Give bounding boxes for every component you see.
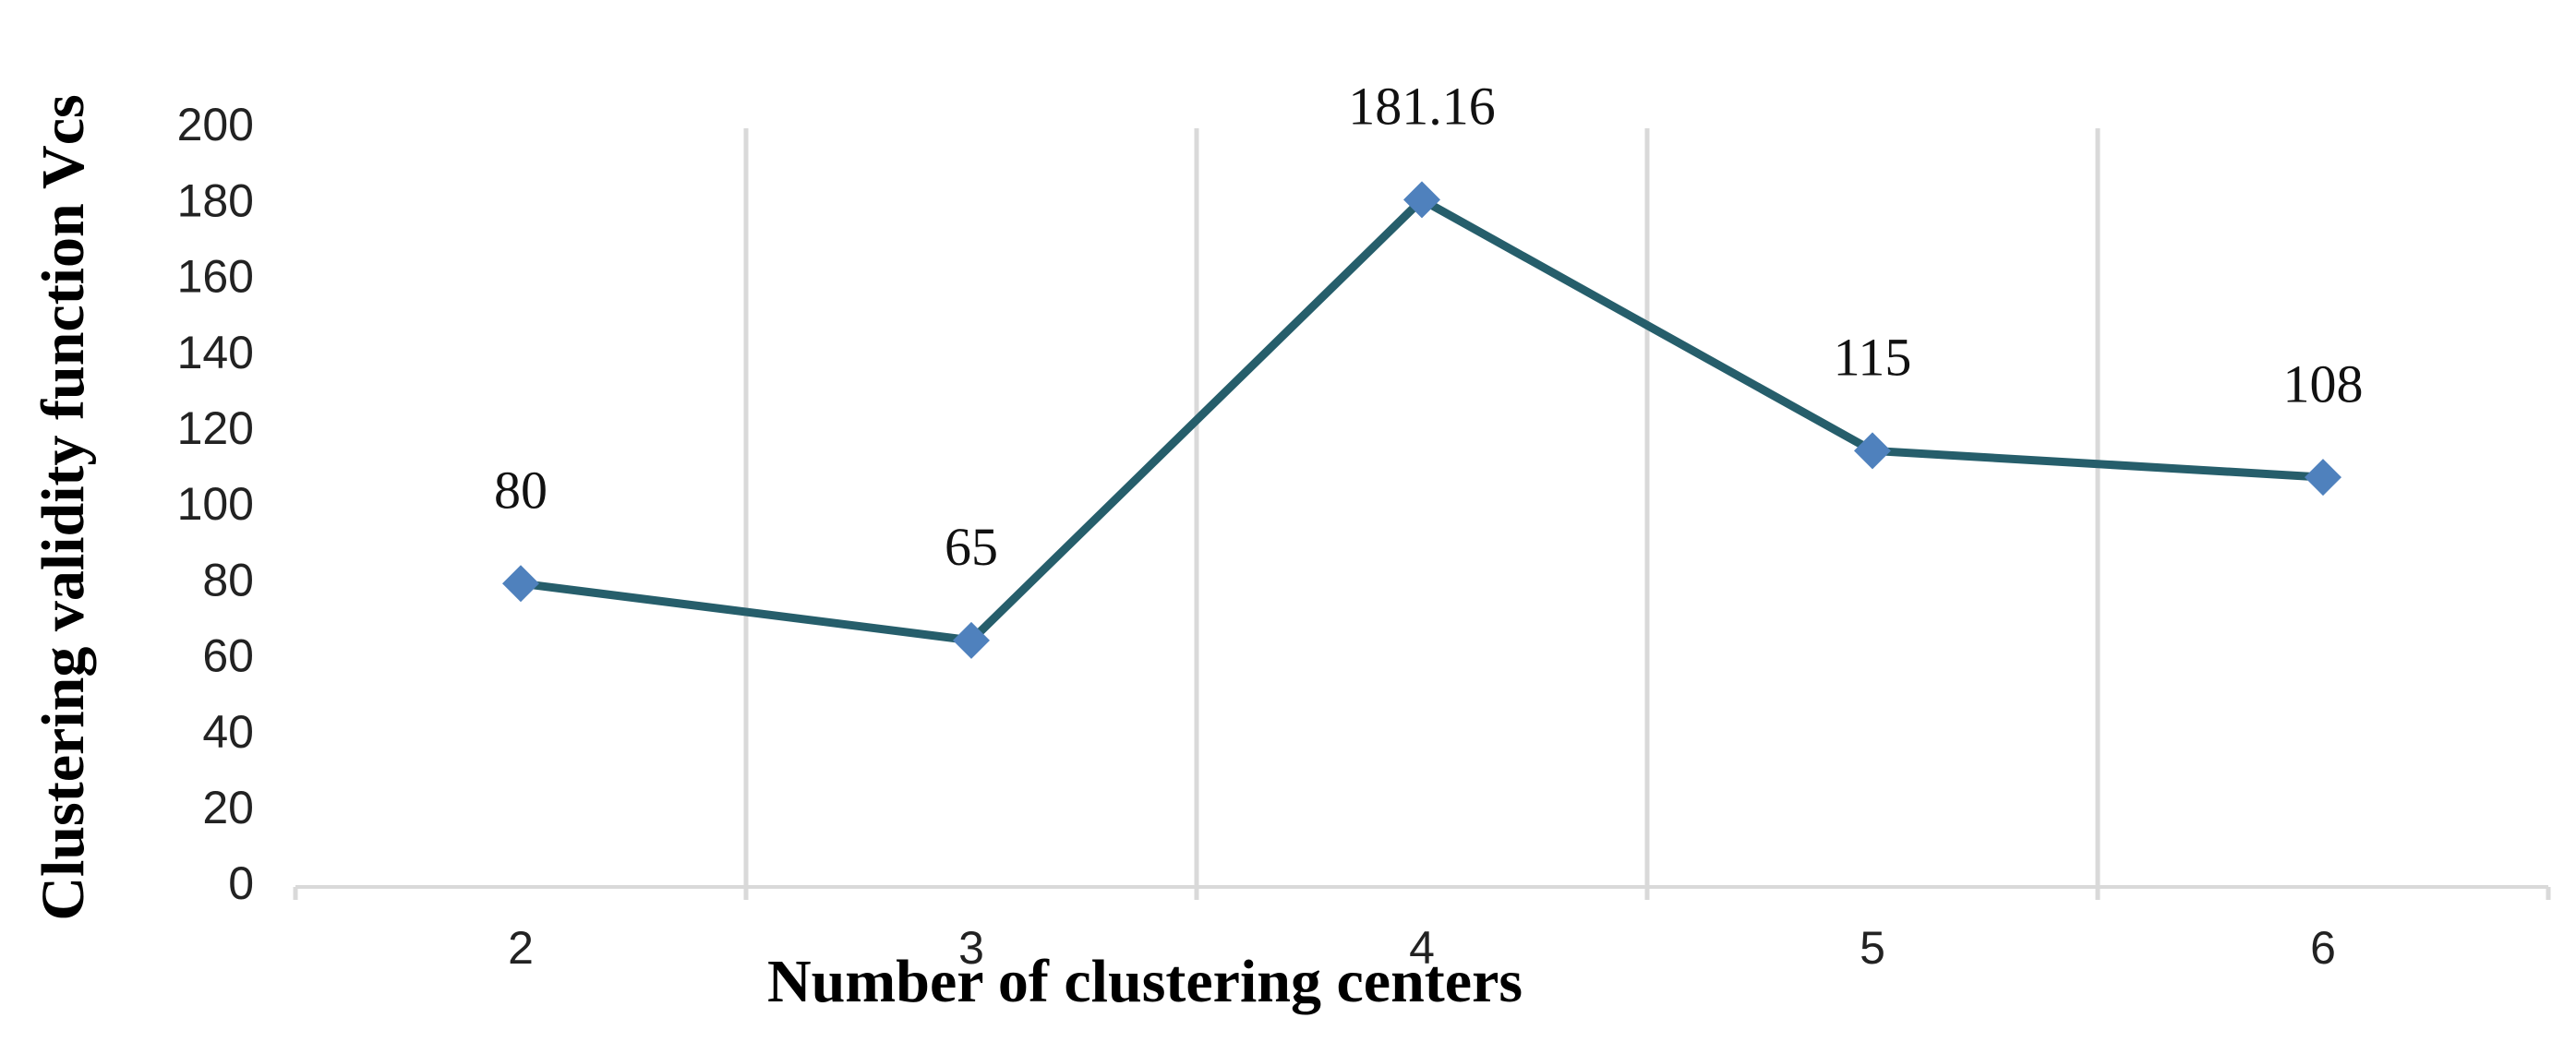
data-label: 181.16 — [1348, 77, 1496, 137]
x-tick-label: 6 — [2310, 922, 2336, 974]
data-label: 80 — [494, 461, 548, 521]
y-tick-label: 20 — [202, 782, 254, 833]
marker — [1403, 181, 1440, 219]
marker — [953, 621, 990, 659]
y-tick-label: 180 — [177, 174, 254, 226]
y-tick-label: 120 — [177, 402, 254, 454]
y-tick-label: 80 — [202, 554, 254, 605]
x-tick-label: 4 — [1409, 922, 1435, 974]
y-tick-label: 0 — [228, 857, 254, 909]
data-line — [520, 195, 2324, 645]
x-axis-title: Number of clustering centers — [767, 948, 1523, 1015]
y-tick-label: 160 — [177, 251, 254, 303]
y-tick-label: 200 — [177, 99, 254, 150]
x-tick-label: 2 — [508, 922, 534, 974]
x-tick-label: 3 — [958, 922, 984, 974]
y-tick-label: 140 — [177, 327, 254, 378]
marker — [502, 565, 539, 603]
y-axis-title: Clustering validity function Vcs — [30, 94, 97, 920]
data-label: 115 — [1834, 328, 1912, 388]
y-tick-label: 60 — [202, 630, 254, 682]
data-label: 108 — [2283, 353, 2364, 413]
data-label: 65 — [945, 517, 998, 577]
marker — [2305, 459, 2341, 497]
y-tick-label: 40 — [202, 706, 254, 758]
x-tick-label: 5 — [1860, 922, 1885, 974]
marker — [1854, 432, 1891, 470]
y-tick-label: 100 — [177, 478, 254, 530]
